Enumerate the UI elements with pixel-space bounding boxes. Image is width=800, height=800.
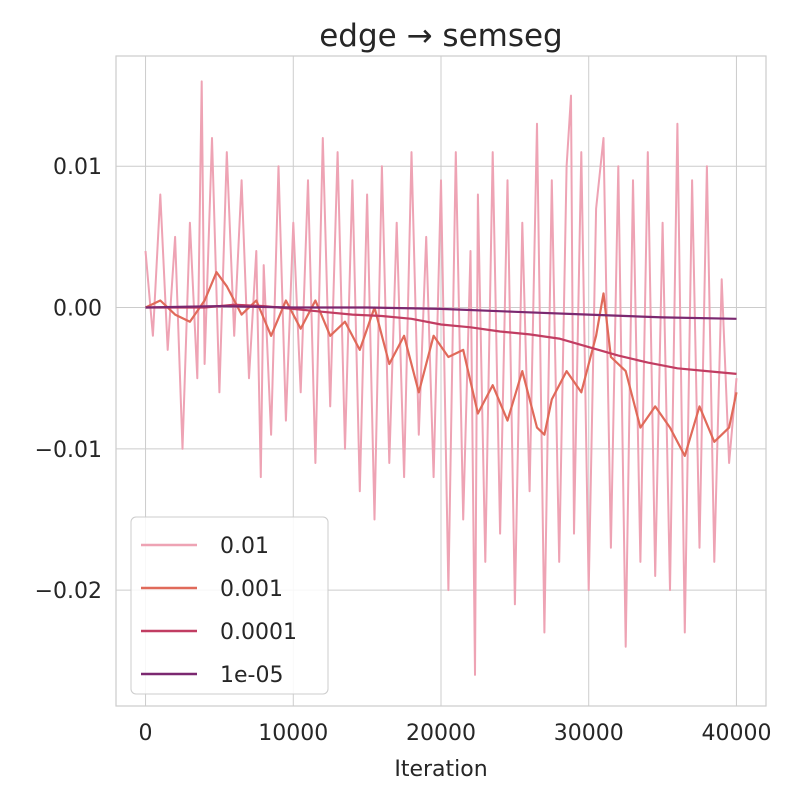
- x-tick-label: 30000: [554, 721, 624, 746]
- legend-label-0: 0.01: [220, 534, 269, 559]
- y-tick-label: −0.02: [35, 579, 102, 604]
- x-axis-title: Iteration: [394, 757, 487, 782]
- legend-label-1: 0.001: [220, 577, 283, 602]
- x-tick-label: 40000: [701, 721, 771, 746]
- x-tick-label: 20000: [406, 721, 476, 746]
- series-line-2: [145, 303, 737, 375]
- y-tick-label: 0.00: [53, 297, 102, 322]
- chart-title: edge → semseg: [319, 18, 563, 54]
- legend-label-2: 0.0001: [220, 620, 297, 645]
- legend-label-3: 1e-05: [220, 663, 283, 688]
- x-axis-ticks: 0 10000 20000 30000 40000: [139, 721, 772, 746]
- x-tick-label: 10000: [258, 721, 328, 746]
- series-line-0: [144, 80, 738, 676]
- series-line-1: [145, 271, 738, 457]
- series-layer: [144, 80, 738, 676]
- y-tick-label: −0.01: [35, 438, 102, 463]
- x-tick-label: 0: [139, 721, 153, 746]
- y-axis-ticks: 0.01 0.00 −0.01 −0.02: [35, 155, 102, 604]
- y-tick-label: 0.01: [53, 155, 102, 180]
- legend: 0.01 0.001 0.0001 1e-05: [130, 516, 329, 695]
- series-line-3: [145, 305, 737, 320]
- legend-box: [130, 516, 329, 695]
